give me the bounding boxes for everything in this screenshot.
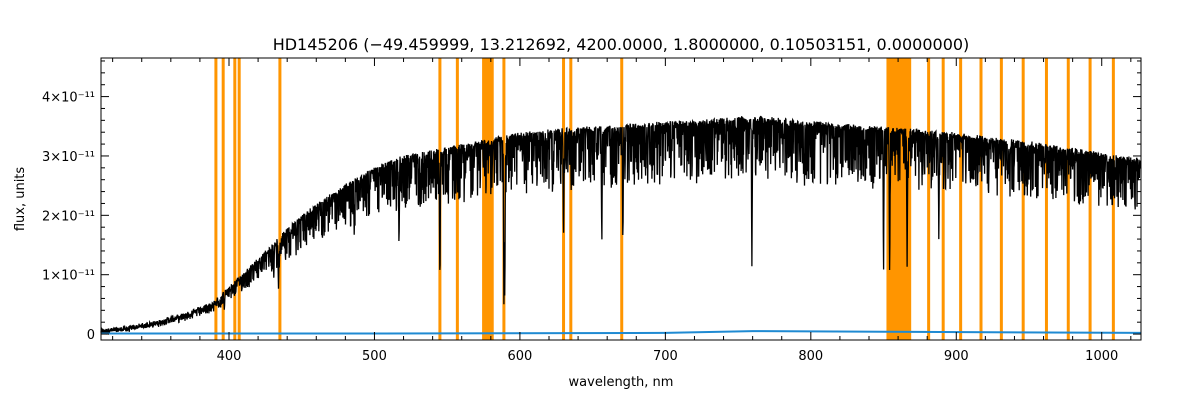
masked-line <box>1066 58 1070 340</box>
masked-line <box>959 58 963 340</box>
y-axis: 0 1×10⁻¹¹ 2×10⁻¹¹ 3×10⁻¹¹ 4×10⁻¹¹ <box>42 60 1141 343</box>
masked-band <box>482 58 494 340</box>
plot-frame <box>100 57 1142 341</box>
masked-line <box>999 58 1003 340</box>
masked-line <box>278 58 282 340</box>
x-tick-label: 700 <box>653 349 678 364</box>
masked-line <box>979 58 983 340</box>
x-tick-label: 500 <box>362 349 387 364</box>
masked-line <box>1088 58 1092 340</box>
masked-line <box>455 58 459 340</box>
x-tick-label: 1000 <box>1085 349 1118 364</box>
x-axis: 400 500 600 700 800 900 1000 <box>112 58 1132 364</box>
masked-line <box>1044 58 1048 340</box>
masked-line <box>1111 58 1115 340</box>
x-tick-label: 400 <box>217 349 242 364</box>
masked-line <box>1021 58 1025 340</box>
y-axis-label: flux, units <box>13 167 28 232</box>
y-tick-label: 4×10⁻¹¹ <box>42 91 95 106</box>
chart-title: HD145206 (−49.459999, 13.212692, 4200.00… <box>273 35 970 54</box>
x-tick-label: 600 <box>507 349 532 364</box>
flux-line <box>100 115 1142 336</box>
x-tick-label: 800 <box>798 349 823 364</box>
masked-line <box>214 58 218 340</box>
masked-line <box>569 58 573 340</box>
error-line <box>101 330 1142 335</box>
masked-line <box>233 58 237 340</box>
y-tick-label: 0 <box>87 328 95 343</box>
y-tick-label: 2×10⁻¹¹ <box>42 209 95 224</box>
y-tick-label: 1×10⁻¹¹ <box>42 269 95 284</box>
masked-line <box>941 58 945 340</box>
error-series <box>101 330 1142 335</box>
x-axis-label: wavelength, nm <box>569 375 674 390</box>
masked-line <box>221 58 225 340</box>
y-tick-label: 3×10⁻¹¹ <box>42 150 95 165</box>
masked-line <box>237 58 241 340</box>
flux-series <box>100 115 1142 336</box>
masked-line <box>927 58 931 340</box>
x-tick-label: 900 <box>944 349 969 364</box>
masked-line <box>620 58 624 340</box>
